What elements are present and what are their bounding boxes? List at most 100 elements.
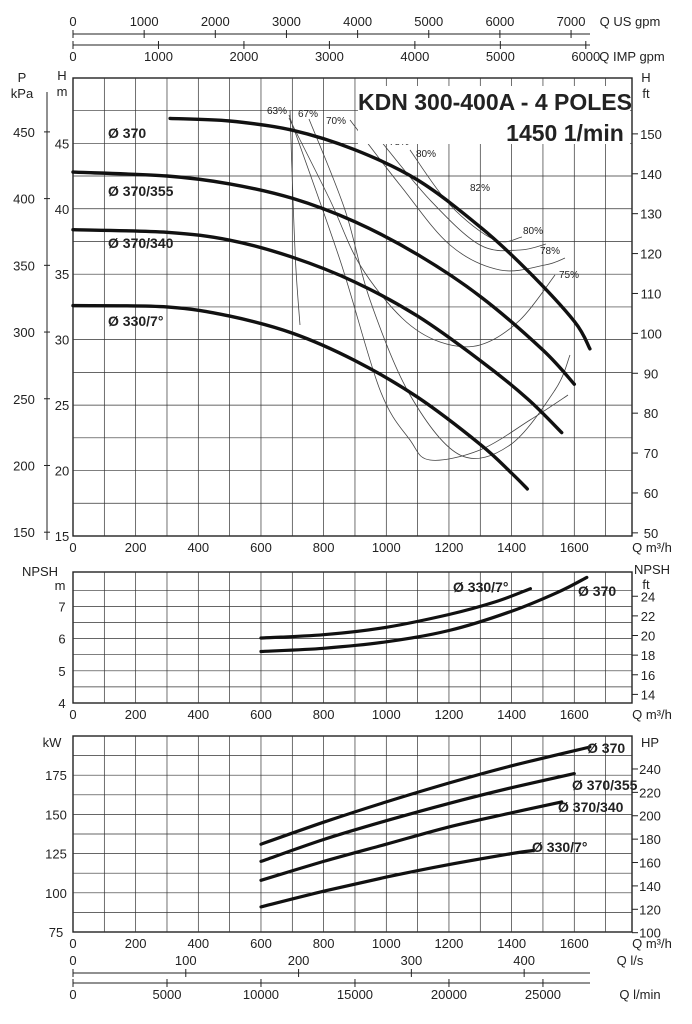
x-tick-label: 1200	[434, 707, 463, 722]
npsh-axis-label-ft: ft	[642, 577, 650, 592]
npsh-y-tick-label-ft: 14	[641, 687, 655, 702]
npsh-curve-label: Ø 330/7°	[453, 579, 508, 595]
efficiency-iso-line	[308, 118, 571, 459]
efficiency-iso-line	[409, 149, 523, 243]
us-gpm-axis-tick-label: 1000	[130, 14, 159, 29]
power-y-tick-label-hp: 160	[639, 856, 661, 871]
y-axis-label-m: m	[57, 84, 68, 99]
lmin-axis-tick-label: 25000	[525, 987, 561, 1002]
power-axis-label-hp: HP	[641, 735, 659, 750]
imp-gpm-axis-label: Q IMP gpm	[599, 49, 665, 64]
y-tick-label-kpa: 150	[13, 525, 35, 540]
head-curve-label: Ø 330/7°	[108, 313, 163, 329]
x-tick-label: 1200	[434, 540, 463, 555]
head-curve-label: Ø 370/340	[108, 235, 174, 251]
x-tick-label: 800	[313, 707, 335, 722]
lmin-axis-tick-label: 10000	[243, 987, 279, 1002]
power-y-tick-label-hp: 100	[639, 926, 661, 941]
y-tick-label-m: 35	[55, 267, 69, 282]
npsh-y-tick-label-ft: 18	[641, 648, 655, 663]
y-tick-label-ft: 150	[640, 127, 662, 142]
y-tick-label-ft: 110	[641, 286, 662, 301]
y-tick-label-kpa: 400	[13, 192, 35, 207]
npsh-axis-label: NPSH	[22, 564, 58, 579]
power-y-tick-label-kw: 75	[49, 925, 63, 940]
y-tick-label-ft: 140	[640, 167, 662, 182]
npsh-y-tick-label-m: 4	[58, 696, 65, 711]
head-curve	[71, 228, 564, 435]
x-tick-label: 200	[125, 540, 147, 555]
head-curve	[71, 303, 529, 491]
lmin-axis-tick-label: 20000	[431, 987, 467, 1002]
npsh-y-tick-label-ft: 16	[641, 668, 655, 683]
y-tick-label-kpa: 250	[13, 392, 35, 407]
power-curve-label: Ø 370/355	[572, 777, 638, 793]
y-axis-label-kpa: kPa	[11, 86, 34, 101]
power-curve	[259, 800, 564, 882]
x-tick-label: 1400	[497, 936, 526, 951]
x-tick-label: 200	[125, 707, 147, 722]
us-gpm-axis-tick-label: 4000	[343, 14, 372, 29]
x-axis-label: Q m³/h	[632, 540, 672, 555]
efficiency-label: 78%	[540, 246, 560, 257]
x-tick-label: 400	[187, 540, 209, 555]
chart-title: KDN 300-400A - 4 POLES	[358, 89, 632, 115]
power-curve	[259, 745, 592, 846]
imp-gpm-axis-tick-label: 2000	[229, 49, 258, 64]
y-tick-label-m: 30	[55, 333, 69, 348]
x-tick-label: 400	[187, 936, 209, 951]
y-tick-label-ft: 90	[644, 366, 658, 381]
x-tick-label: 400	[187, 707, 209, 722]
imp-gpm-axis-tick-label: 6000	[571, 49, 600, 64]
y-tick-label-m: 40	[55, 202, 69, 217]
lmin-axis-tick-label: 5000	[153, 987, 182, 1002]
efficiency-iso-line	[289, 109, 301, 326]
x-tick-label: 1000	[372, 540, 401, 555]
power-y-tick-label-kw: 175	[45, 768, 67, 783]
x-tick-label: 600	[250, 936, 272, 951]
npsh-y-tick-label-m: 6	[58, 632, 65, 647]
imp-gpm-axis-tick-label: 4000	[400, 49, 429, 64]
title-box	[358, 86, 630, 144]
npsh-axis-label-m: m	[55, 578, 66, 593]
power-y-tick-label-hp: 240	[639, 762, 661, 777]
efficiency-iso-line	[349, 119, 566, 272]
us-gpm-axis-tick-label: 7000	[557, 14, 586, 29]
y-axis-label-ft: ft	[642, 86, 650, 101]
power-y-tick-label-hp: 200	[639, 809, 661, 824]
us-gpm-axis-tick-label: 0	[69, 14, 76, 29]
ls-axis-tick-label: 200	[288, 953, 310, 968]
power-curve-label: Ø 330/7°	[532, 839, 587, 855]
efficiency-label: 63%	[267, 106, 287, 117]
x-tick-label: 1600	[560, 936, 589, 951]
npsh-curve-label: Ø 370	[578, 583, 616, 599]
x-tick-label: 0	[69, 707, 76, 722]
npsh-y-tick-label-ft: 20	[641, 629, 655, 644]
ls-axis-label: Q l/s	[617, 953, 644, 968]
y-tick-label-kpa: 300	[13, 325, 35, 340]
y-tick-label-ft: 70	[644, 446, 658, 461]
efficiency-label: 82%	[470, 183, 490, 194]
efficiency-label: 75%	[559, 270, 579, 281]
npsh-y-tick-label-m: 5	[58, 664, 65, 679]
ls-axis-tick-label: 400	[513, 953, 535, 968]
lmin-axis-label: Q l/min	[619, 987, 660, 1002]
us-gpm-axis-tick-label: 3000	[272, 14, 301, 29]
ls-axis-tick-label: 0	[69, 953, 76, 968]
x-tick-label: 1000	[372, 936, 401, 951]
x-tick-label: 0	[69, 540, 76, 555]
power-curve-label: Ø 370/340	[558, 799, 624, 815]
ls-axis-tick-label: 300	[401, 953, 423, 968]
power-curve-label: Ø 370	[587, 740, 625, 756]
lmin-axis-tick-label: 15000	[337, 987, 373, 1002]
x-tick-label: 1200	[434, 936, 463, 951]
efficiency-label: 67%	[298, 109, 318, 120]
power-curve	[259, 772, 576, 863]
y-tick-label-m: 15	[55, 529, 69, 544]
y-tick-label-ft: 80	[644, 406, 658, 421]
x-tick-label: 800	[313, 936, 335, 951]
power-y-tick-label-kw: 100	[45, 886, 67, 901]
efficiency-iso-line	[379, 139, 547, 252]
npsh-curve	[259, 587, 532, 640]
ls-axis-tick-label: 100	[175, 953, 197, 968]
